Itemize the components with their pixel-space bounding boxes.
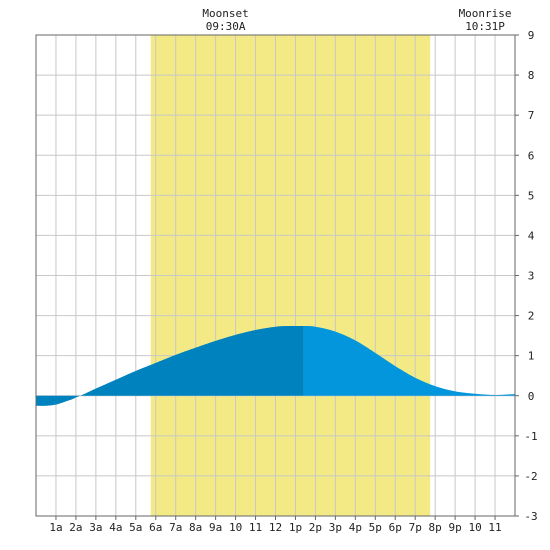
x-tick-label: 4p: [349, 521, 362, 534]
y-tick-label: 2: [528, 310, 535, 323]
x-tick-label: 9p: [449, 521, 462, 534]
x-tick-label: 6a: [149, 521, 162, 534]
x-tick-label: 7p: [409, 521, 422, 534]
x-tick-label: 10: [468, 521, 481, 534]
y-tick-label: 1: [528, 350, 535, 363]
x-tick-label: 9a: [209, 521, 222, 534]
tide-area-before-peak: [36, 325, 304, 406]
x-tick-label: 4a: [109, 521, 122, 534]
y-tick-label: 7: [528, 109, 535, 122]
x-tick-label: 10: [229, 521, 242, 534]
x-tick-label: 1p: [289, 521, 302, 534]
x-tick-label: 7a: [169, 521, 182, 534]
x-tick-label: 2a: [69, 521, 82, 534]
y-tick-label: -2: [524, 470, 537, 483]
x-tick-label: 3a: [89, 521, 102, 534]
y-tick-label: 8: [528, 69, 535, 82]
tide-area-after-peak: [303, 325, 515, 396]
x-tick-label: 5p: [369, 521, 382, 534]
moonset-title: Moonset: [202, 7, 248, 20]
y-tick-label: -3: [524, 510, 537, 523]
x-tick-label: 11: [249, 521, 262, 534]
y-tick-label: 9: [528, 29, 535, 42]
y-tick-label: 3: [528, 270, 535, 283]
x-tick-label: 11: [488, 521, 501, 534]
x-tick-label: 8a: [189, 521, 202, 534]
moonrise-time: 10:31P: [465, 20, 505, 33]
y-tick-label: -1: [524, 430, 537, 443]
y-tick-label: 6: [528, 149, 535, 162]
moonset-time: 09:30A: [206, 20, 246, 33]
moonrise-title: Moonrise: [459, 7, 512, 20]
y-tick-label: 4: [528, 229, 535, 242]
x-tick-label: 12: [269, 521, 282, 534]
y-tick-label: 0: [528, 390, 535, 403]
x-tick-label: 2p: [309, 521, 322, 534]
x-tick-label: 3p: [329, 521, 342, 534]
x-tick-label: 5a: [129, 521, 142, 534]
x-tick-label: 6p: [389, 521, 402, 534]
x-tick-label: 8p: [429, 521, 442, 534]
y-tick-label: 5: [528, 189, 535, 202]
x-tick-label: 1a: [49, 521, 62, 534]
